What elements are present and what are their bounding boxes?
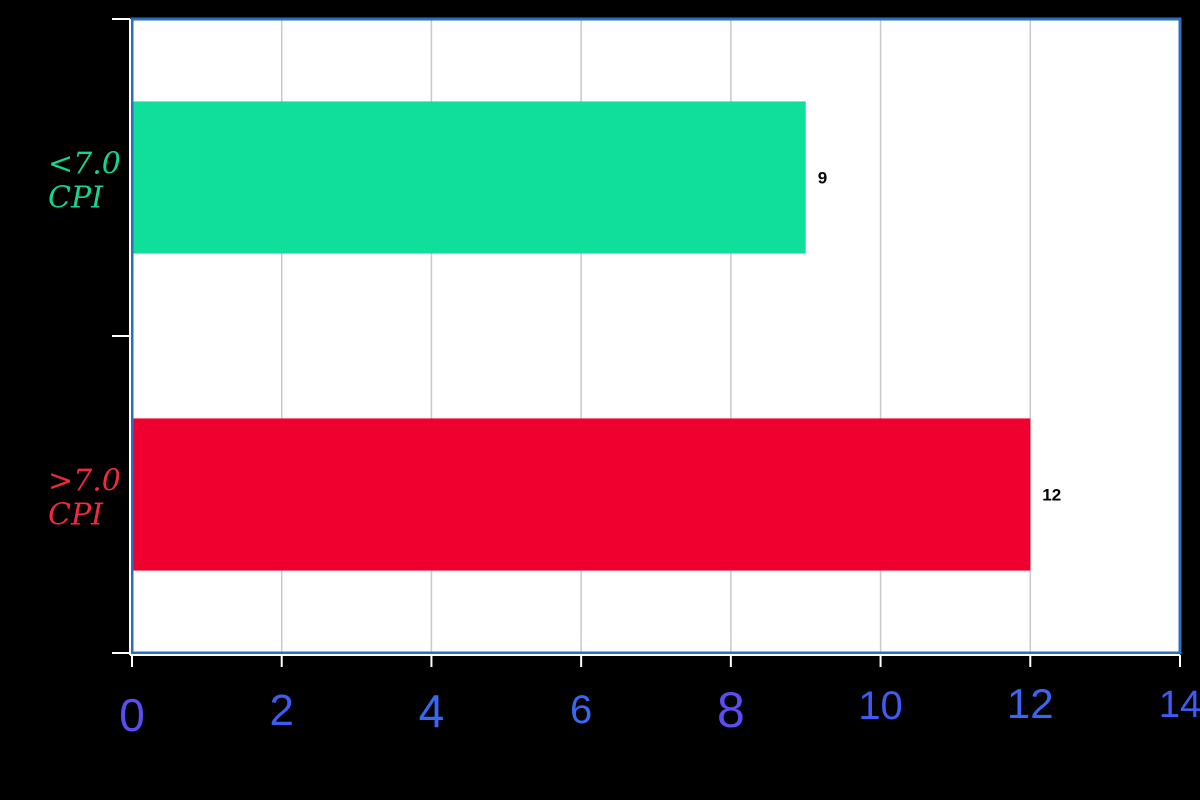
x-tick-label: 10 — [858, 684, 903, 728]
category-label-line: >7.0 — [48, 464, 121, 499]
x-tick-label: 12 — [1007, 680, 1054, 727]
category-label: >7.0 CPI — [48, 464, 121, 533]
x-tick-label: 4 — [419, 685, 445, 737]
bar-value-label: 12 — [1042, 486, 1061, 505]
bar-value-label: 9 — [818, 169, 827, 188]
category-label-line: <7.0 — [48, 147, 121, 182]
category-labels: <7.0 CPI>7.0 CPI — [48, 147, 121, 533]
y-axis — [112, 18, 131, 655]
x-tick-label: 14 — [1159, 684, 1200, 726]
bar — [132, 101, 806, 254]
plot-border — [130, 17, 1182, 655]
category-label: <7.0 CPI — [48, 147, 121, 216]
data-labels: 9 12 — [818, 169, 1061, 505]
category-label-line: CPI — [48, 181, 104, 216]
x-tick-label: 8 — [717, 682, 745, 738]
bars — [132, 101, 1031, 571]
x-tick-label: 6 — [570, 688, 592, 732]
bar — [132, 418, 1031, 571]
x-tick-label: 2 — [269, 686, 293, 735]
category-label-line: CPI — [48, 498, 104, 533]
x-axis: 0 2 4 6 8 10 12 14 — [119, 654, 1200, 741]
x-tick-label: 0 — [119, 689, 145, 741]
